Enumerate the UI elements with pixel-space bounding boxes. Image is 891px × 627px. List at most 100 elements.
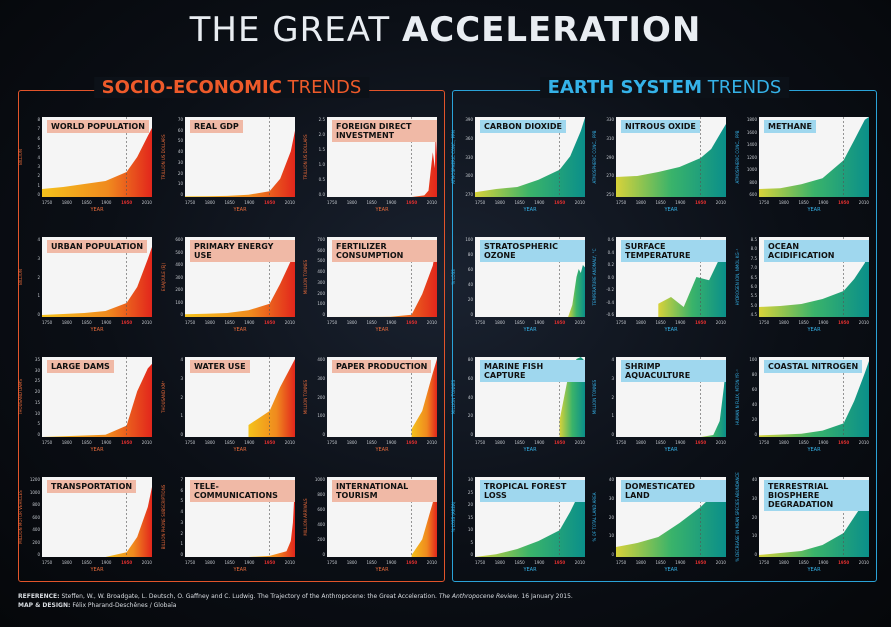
y-tick-labels: 2.5 2.0 1.5 1.0 0.5 0.0 [313, 117, 325, 197]
y-tick-label: 400 [32, 527, 40, 532]
y-tick-label: 330 [465, 154, 473, 160]
x-tick-labels: 1750 1800 1850 1900 1950 2010 [327, 200, 437, 205]
chart-title: URBAN POPULATION [47, 240, 148, 253]
y-tick-label: 80 [751, 372, 757, 377]
x-tick-labels: 1750 1800 1850 1900 1950 2010 [42, 320, 152, 325]
y-tick-label: 80 [467, 357, 473, 362]
x-tick-label: 1850 [81, 440, 92, 445]
x-tick-label: 1900 [101, 320, 112, 325]
x-tick-label: 1850 [81, 320, 92, 325]
x-tick-label: 1850 [798, 320, 809, 325]
x-tick-label: 1950 [264, 440, 276, 445]
x-tick-label: 1800 [778, 440, 789, 445]
y-tick-label: 30 [608, 495, 614, 501]
x-tick-label: 2010 [574, 320, 585, 325]
y-tick-labels: 4 3 2 1 0 [602, 357, 614, 437]
x-tick-label: 1800 [494, 320, 505, 325]
chart-title: PRIMARY ENERGY USE [190, 240, 295, 262]
y-tick-label: 35 [34, 357, 40, 362]
chart-panel: SHRIMP AQUACULTURE 4 3 2 1 0 1750 1800 1850 1900 1… [592, 357, 726, 453]
x-tick-label: 1900 [534, 440, 545, 445]
data-area [759, 117, 869, 197]
x-tick-label: 2010 [574, 200, 585, 205]
y-tick-label: 0 [470, 552, 473, 557]
y-tick-labels: 1000 800 600 400 200 0 [313, 477, 325, 557]
x-axis-label: YEAR [664, 447, 678, 453]
y-axis-label: MILLION MOTOR VEHICLES [18, 490, 23, 544]
y-tick-label: 600 [749, 192, 757, 197]
chart-panel: COASTAL NITROGEN 100 80 60 40 20 0 1750 1800 1850… [735, 357, 869, 453]
x-tick-label: 1800 [494, 440, 505, 445]
y-tick-label: 0 [322, 432, 325, 437]
y-tick-label: 6 [37, 135, 40, 141]
data-area [616, 124, 726, 197]
y-tick-label: 3 [180, 375, 183, 381]
y-tick-label: 8 [37, 117, 40, 122]
chart-panel: MARINE FISH CAPTURE 80 60 40 20 0 1750 1800 1850… [451, 357, 585, 453]
reference-line: REFERENCE: Steffen, W., W. Broadgate, L.… [18, 593, 573, 600]
y-tick-label: 5.0 [750, 302, 757, 308]
data-area [658, 243, 726, 317]
y-tick-label: 1800 [746, 117, 757, 122]
x-tick-label: 1950 [695, 440, 707, 445]
y-tick-label: 20 [467, 413, 473, 419]
x-tick-label: 2010 [141, 200, 152, 205]
y-axis-label: MILLION TONNES [451, 379, 456, 415]
x-tick-label: 1800 [204, 560, 215, 565]
x-tick-label: 1850 [81, 200, 92, 205]
x-axis-label: YEAR [523, 207, 537, 213]
y-tick-label: 330 [606, 117, 614, 122]
y-tick-label: 1.5 [318, 147, 325, 152]
y-tick-label: 300 [317, 279, 325, 285]
x-axis-label: YEAR [807, 567, 821, 573]
y-tick-label: 600 [32, 514, 40, 520]
chart-panel: SURFACE TEMPERATURE 0.6 0.4 0.2 0.0 -0.2 -0.4 -… [592, 237, 726, 333]
y-tick-label: 200 [317, 394, 325, 400]
x-tick-label: 1900 [386, 320, 397, 325]
x-tick-label: 1750 [42, 560, 53, 565]
chart-title: METHANE [764, 120, 816, 133]
y-axis-label: MILLION TONNES [592, 379, 597, 415]
y-tick-label: 3 [180, 519, 183, 525]
y-tick-label: 0 [180, 312, 183, 317]
x-axis-label: YEAR [90, 207, 104, 213]
y-tick-label: 6.0 [750, 283, 757, 289]
y-axis-label: MILLION TONNES [303, 379, 308, 415]
x-tick-label: 2010 [284, 560, 295, 565]
x-tick-label: 1750 [475, 320, 486, 325]
x-tick-label: 1950 [406, 320, 418, 325]
x-axis-label: YEAR [523, 327, 537, 333]
y-tick-label: 0 [37, 312, 40, 317]
y-tick-label: 5 [180, 498, 183, 504]
x-tick-label: 1900 [101, 560, 112, 565]
y-tick-labels: 100 80 60 40 20 0 [461, 237, 473, 317]
y-axis-label: HUMAN N FLUX, MTON YR⁻¹ [735, 369, 740, 425]
y-tick-labels: 390 360 330 300 270 [461, 117, 473, 197]
y-axis-label: % LOSS (AREA) [451, 501, 456, 533]
x-tick-label: 2010 [426, 320, 437, 325]
x-tick-label: 1800 [635, 560, 646, 565]
x-tick-label: 1800 [635, 200, 646, 205]
y-tick-labels: 1200 1000 800 600 400 200 0 [28, 477, 40, 557]
x-tick-label: 1750 [616, 320, 627, 325]
y-axis-label: TRILLION US DOLLARS [161, 134, 166, 180]
x-tick-label: 2010 [284, 200, 295, 205]
y-tick-label: 8.0 [750, 246, 757, 252]
chart-panel: TERRESTRIAL BIOSPHERE DEGRADATION 40 30 20 1… [735, 472, 869, 573]
x-tick-label: 1950 [554, 200, 566, 205]
y-tick-label: 7 [180, 477, 183, 482]
x-tick-label: 1950 [264, 560, 276, 565]
y-tick-label: 0.4 [607, 249, 614, 255]
chart-title: OCEAN ACIDIFICATION [764, 240, 869, 262]
y-tick-label: 4 [611, 357, 614, 362]
x-tick-label: 1800 [778, 320, 789, 325]
earth-system-section: EARTH SYSTEM TRENDS [452, 77, 877, 582]
y-tick-label: 80 [467, 252, 473, 257]
x-tick-label: 1750 [759, 200, 770, 205]
y-tick-label: 0 [37, 192, 40, 197]
x-tick-label: 1750 [327, 320, 338, 325]
x-axis-label: YEAR [807, 207, 821, 213]
x-tick-label: 1950 [406, 440, 418, 445]
data-area [616, 489, 726, 557]
y-tick-label: 300 [465, 173, 473, 179]
